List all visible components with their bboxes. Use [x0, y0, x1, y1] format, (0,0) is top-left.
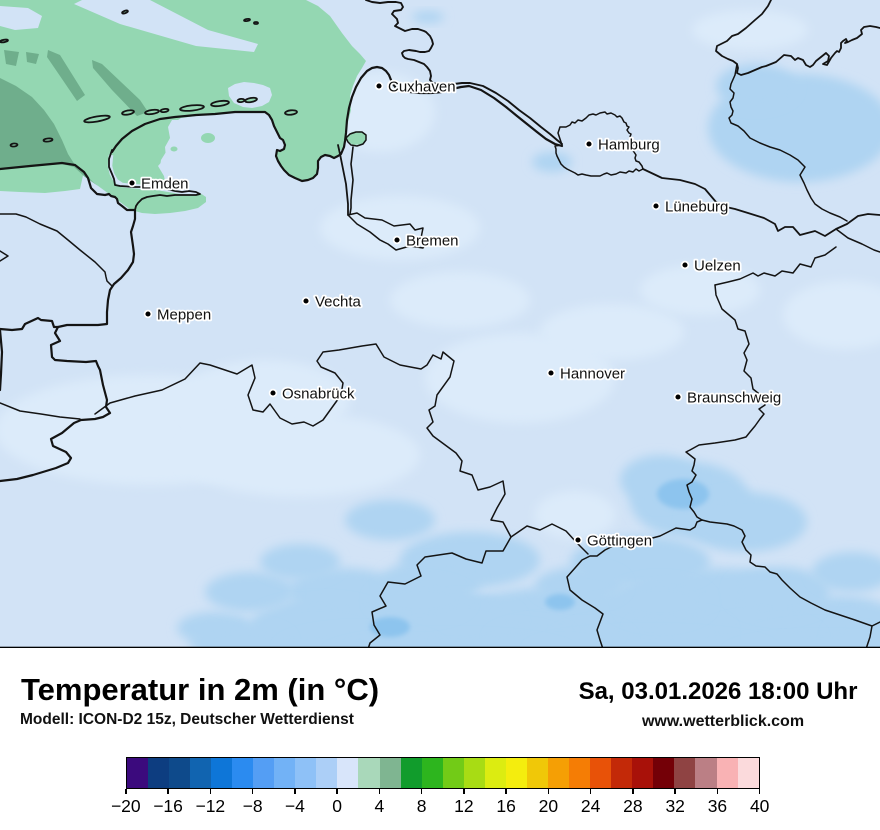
svg-text:Cuxhaven: Cuxhaven [388, 79, 456, 96]
svg-text:Bremen: Bremen [406, 233, 459, 250]
svg-text:Braunschweig: Braunschweig [687, 390, 781, 407]
svg-text:Uelzen: Uelzen [694, 258, 741, 275]
svg-text:Hamburg: Hamburg [598, 137, 660, 154]
svg-text:Emden: Emden [141, 176, 189, 193]
svg-text:Osnabrück: Osnabrück [282, 386, 355, 403]
svg-text:Göttingen: Göttingen [587, 533, 652, 550]
svg-text:Lüneburg: Lüneburg [665, 199, 728, 216]
svg-text:Vechta: Vechta [315, 294, 362, 311]
svg-text:Meppen: Meppen [157, 307, 211, 324]
svg-text:Hannover: Hannover [560, 366, 625, 383]
